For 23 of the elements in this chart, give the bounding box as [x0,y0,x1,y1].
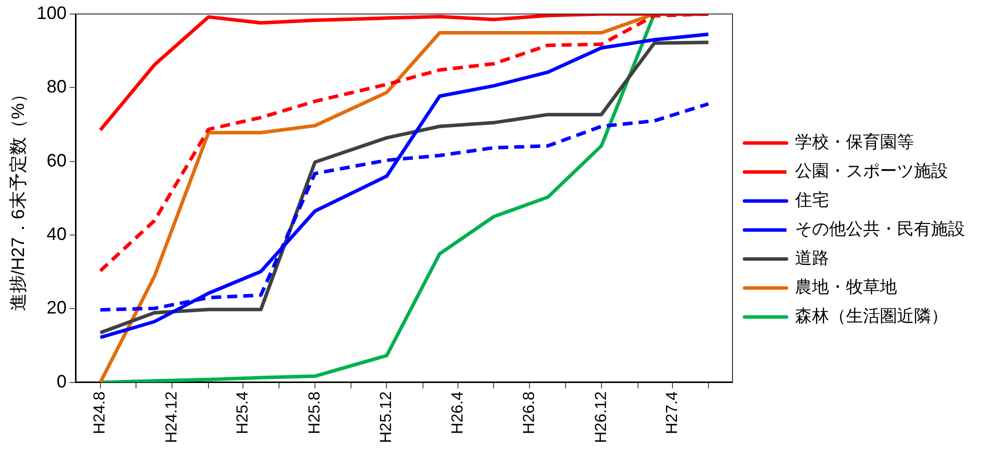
x-tick-label: H26.12 [592,391,610,443]
legend-label: 道路 [795,248,829,268]
x-tick-label: H26.8 [521,391,538,434]
x-tick-label: H25.12 [378,391,396,443]
y-tick-label: 40 [46,224,67,244]
x-tick-label: H25.4 [234,391,252,434]
x-tick-label: H24.8 [92,391,109,434]
y-tick-label: 0 [56,371,67,392]
legend-label: その他公共・民有施設 [795,220,965,239]
legend-label: 学校・保育園等 [795,132,914,152]
y-tick-label: 60 [46,150,67,170]
x-tick-label: H25.8 [306,391,324,434]
x-tick-label: H26.4 [449,391,466,434]
y-tick-label: 20 [46,298,67,318]
legend-label: 公園・スポーツ施設 [795,162,948,181]
legend-label: 農地・牧草地 [795,278,897,297]
x-tick-label: H27.4 [664,391,681,434]
y-tick-label: 80 [46,76,67,97]
legend-label: 住宅 [794,190,829,210]
y-tick-label: 100 [36,2,67,23]
y-axis-title: 進捗/H27．6末予定数（%） [8,85,28,312]
legend-label: 森林（生活圏近隣） [795,306,948,326]
x-tick-label: H24.12 [163,391,180,443]
